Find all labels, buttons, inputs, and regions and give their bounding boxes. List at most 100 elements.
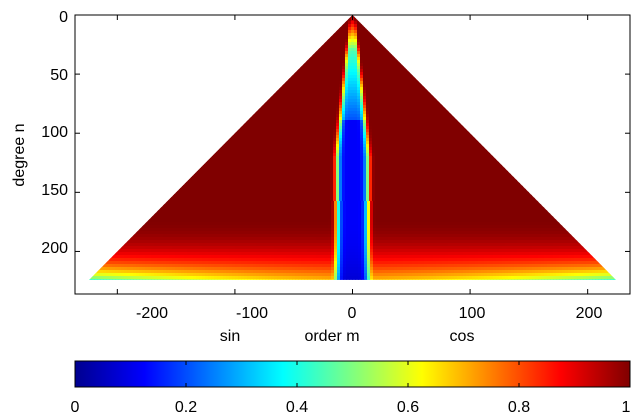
heatmap-cell [318, 66, 322, 70]
heatmap-cell [348, 72, 352, 76]
heatmap-cell [334, 207, 338, 211]
heatmap-cell [345, 66, 349, 70]
heatmap-cell [348, 45, 352, 49]
heatmap-cell [250, 219, 254, 223]
heatmap-cell [474, 198, 478, 202]
heatmap-cell [402, 162, 406, 166]
heatmap-cell [324, 174, 328, 178]
heatmap-cell [372, 78, 376, 82]
heatmap-cell [340, 204, 344, 208]
heatmap-cell [366, 165, 370, 169]
heatmap-cell [444, 192, 448, 196]
heatmap-cell [348, 108, 352, 112]
heatmap-cell [339, 198, 343, 202]
heatmap-cell [252, 132, 256, 136]
heatmap-cell [300, 93, 304, 97]
heatmap-cell [447, 180, 451, 184]
heatmap-cell [259, 216, 263, 220]
heatmap-cell [435, 186, 439, 190]
heatmap-cell [468, 132, 472, 136]
heatmap-cell [273, 129, 277, 133]
heatmap-cell [411, 162, 415, 166]
heatmap-cell [424, 222, 428, 226]
heatmap-cell [300, 75, 304, 79]
heatmap-cell [225, 198, 229, 202]
heatmap-cell [297, 102, 301, 106]
heatmap-cell [285, 138, 289, 142]
heatmap-cell [420, 111, 424, 115]
heatmap-cell [354, 36, 358, 40]
heatmap-cell [429, 108, 433, 112]
heatmap-cell [252, 168, 256, 172]
heatmap-cell [226, 222, 230, 226]
heatmap-cell [318, 198, 322, 202]
heatmap-cell [523, 201, 527, 205]
heatmap-cell [273, 198, 277, 202]
heatmap-cell [432, 111, 436, 115]
heatmap-cell [282, 114, 286, 118]
heatmap-cell [432, 165, 436, 169]
heatmap-cell [342, 93, 346, 97]
heatmap-cell [453, 138, 457, 142]
heatmap-cell [447, 135, 451, 139]
heatmap-cell [333, 168, 337, 172]
heatmap-cell [483, 156, 487, 160]
heatmap-cell [195, 189, 199, 193]
heatmap-cell [336, 66, 340, 70]
heatmap-cell [364, 204, 368, 208]
heatmap-cell [321, 51, 325, 55]
heatmap-cell [294, 180, 298, 184]
heatmap-cell [267, 135, 271, 139]
heatmap-cell [351, 117, 355, 121]
heatmap-cell [253, 201, 257, 205]
heatmap-cell [187, 201, 191, 205]
heatmap-cell [465, 138, 469, 142]
heatmap-cell [402, 183, 406, 187]
heatmap-cell [256, 210, 260, 214]
heatmap-cell [315, 117, 319, 121]
heatmap-cell [370, 222, 374, 226]
heatmap-cell [495, 165, 499, 169]
heatmap-cell [288, 87, 292, 91]
heatmap-cell [384, 111, 388, 115]
heatmap-cell [198, 186, 202, 190]
heatmap-cell [411, 99, 415, 103]
heatmap-cell [228, 198, 232, 202]
heatmap-cell [360, 39, 364, 43]
heatmap-cell [357, 105, 361, 109]
heatmap-cell [276, 183, 280, 187]
heatmap-cell [384, 180, 388, 184]
heatmap-cell [529, 210, 533, 214]
heatmap-cell [406, 216, 410, 220]
heatmap-cell [273, 96, 277, 100]
heatmap-cell [190, 219, 194, 223]
heatmap-cell [351, 138, 355, 142]
heatmap-cell [369, 123, 373, 127]
heatmap-cell [345, 153, 349, 157]
heatmap-cell [333, 144, 337, 148]
heatmap-cell [369, 78, 373, 82]
heatmap-cell [327, 87, 331, 91]
heatmap-cell [420, 168, 424, 172]
heatmap-cell [318, 195, 322, 199]
heatmap-cell [213, 153, 217, 157]
heatmap-cell [324, 90, 328, 94]
heatmap-cell [303, 144, 307, 148]
heatmap-cell [285, 195, 289, 199]
heatmap-cell [243, 135, 247, 139]
heatmap-cell [270, 192, 274, 196]
heatmap-cell [276, 147, 280, 151]
heatmap-cell [246, 126, 250, 130]
heatmap-cell [477, 156, 481, 160]
heatmap-cell [318, 111, 322, 115]
heatmap-cell [324, 147, 328, 151]
heatmap-cell [222, 156, 226, 160]
heatmap-cell [511, 201, 515, 205]
heatmap-cell [352, 213, 356, 217]
heatmap-cell [535, 201, 539, 205]
heatmap-cell [228, 147, 232, 151]
heatmap-cell [423, 138, 427, 142]
heatmap-cell [447, 183, 451, 187]
heatmap-cell [163, 213, 167, 217]
heatmap-cell [418, 219, 422, 223]
